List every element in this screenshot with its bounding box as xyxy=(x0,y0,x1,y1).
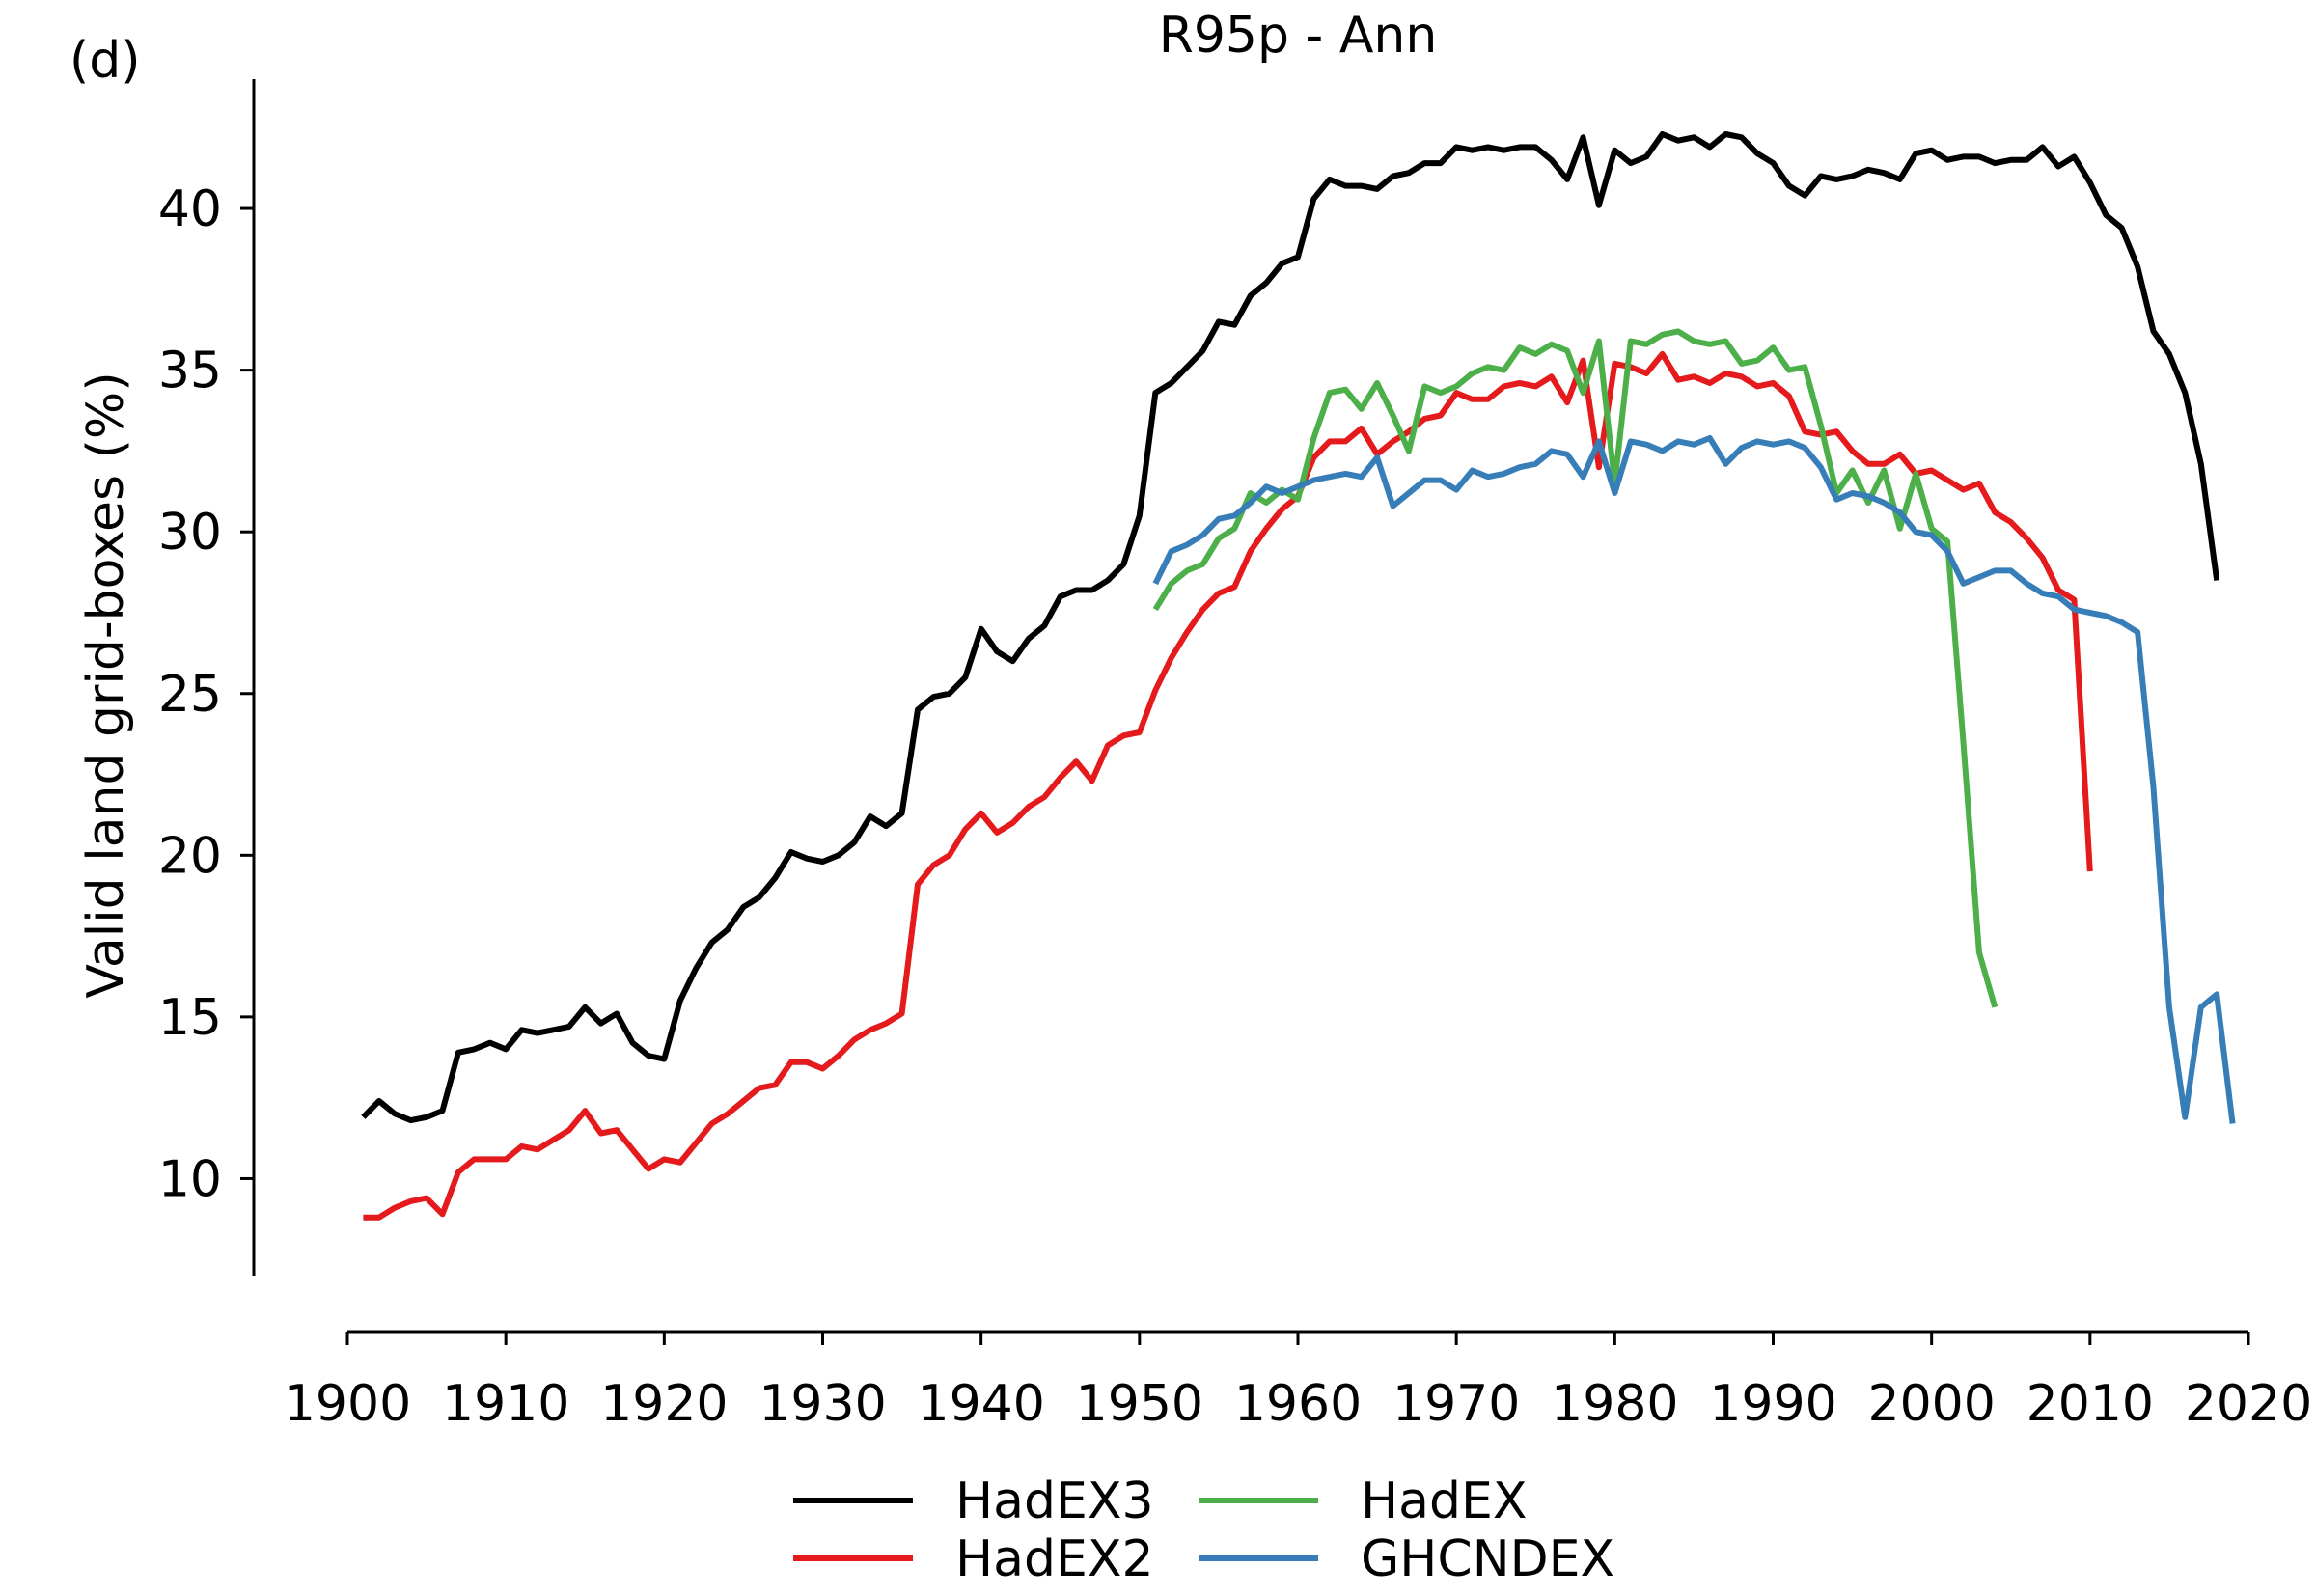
x-tick-label: 1920 xyxy=(600,1375,728,1433)
x-tick-label: 1900 xyxy=(284,1375,411,1433)
y-tick-group: 10 15 20 25 30 35 40 xyxy=(158,180,254,1208)
legend-label: HadEX3 xyxy=(955,1472,1154,1530)
series-group xyxy=(361,131,2236,1221)
y-tick-label: 30 xyxy=(158,504,222,562)
legend-item-hadex3: HadEX3 xyxy=(793,1472,1154,1530)
legend-item-hadex: HadEX xyxy=(1199,1472,1527,1530)
x-tick-label: 1970 xyxy=(1392,1375,1520,1433)
panel-label: (d) xyxy=(69,32,141,90)
y-tick-label: 10 xyxy=(158,1150,222,1208)
y-tick-label: 35 xyxy=(158,343,222,400)
legend-label: HadEX xyxy=(1361,1472,1527,1530)
x-tick-label: 1950 xyxy=(1076,1375,1203,1433)
y-tick-label: 40 xyxy=(158,180,222,238)
x-tick-label: 2020 xyxy=(2185,1375,2312,1433)
x-tick-label: 1990 xyxy=(1709,1375,1836,1433)
x-tick-label: 1980 xyxy=(1551,1375,1678,1433)
x-tick-group: 1900 1910 1920 1930 1940 1950 1960 1970 1980 1990… xyxy=(284,1332,2312,1433)
y-tick-label: 15 xyxy=(158,989,222,1047)
legend-item-ghcndex: GHCNDEX xyxy=(1199,1530,1614,1588)
legend-label: GHCNDEX xyxy=(1361,1530,1614,1588)
chart-title: R95p - Ann xyxy=(1159,7,1438,65)
y-axis-label: Valid land grid-boxes (%) xyxy=(77,371,135,998)
x-tick-label: 1960 xyxy=(1234,1375,1362,1433)
legend-label: HadEX2 xyxy=(955,1530,1154,1588)
series-line-hadex2 xyxy=(363,350,2093,1221)
series-line-hadex xyxy=(1152,328,1999,1008)
y-tick-label: 20 xyxy=(158,827,222,885)
x-tick-label: 2010 xyxy=(2026,1375,2154,1433)
x-tick-label: 1940 xyxy=(917,1375,1044,1433)
series-line-hadex3 xyxy=(361,131,2220,1124)
legend-item-hadex2: HadEX2 xyxy=(793,1530,1154,1588)
y-tick-label: 25 xyxy=(158,666,222,724)
x-tick-label: 1930 xyxy=(758,1375,886,1433)
x-tick-label: 1910 xyxy=(442,1375,569,1433)
series-line-ghcndex xyxy=(1152,435,2236,1124)
x-tick-label: 2000 xyxy=(1867,1375,1995,1433)
